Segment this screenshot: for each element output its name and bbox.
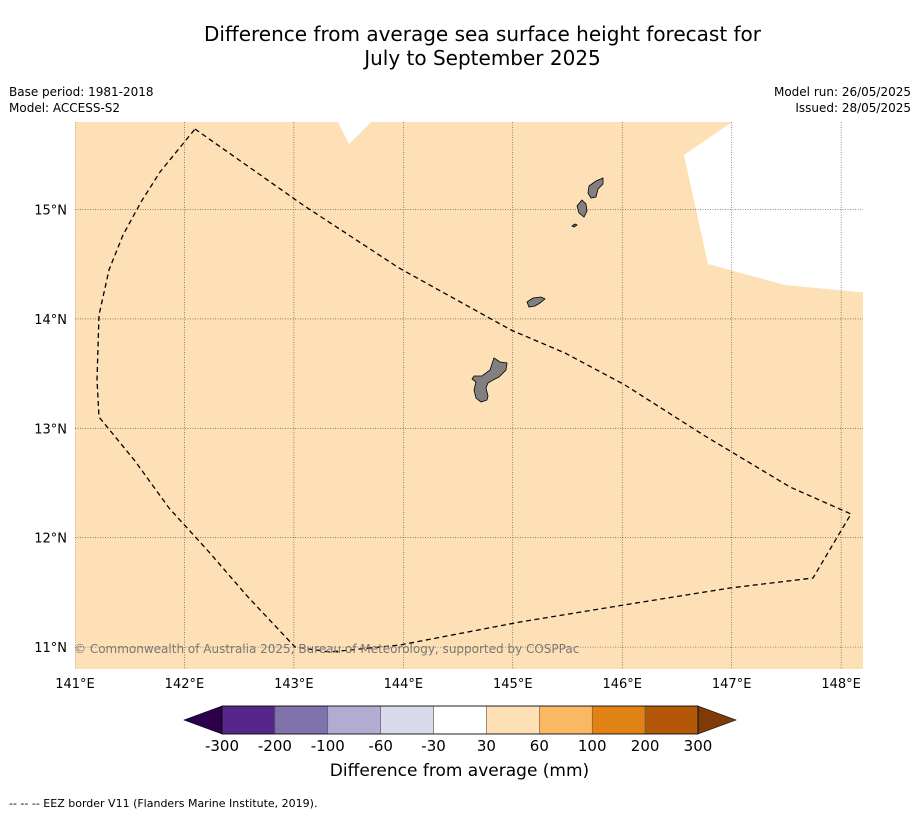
- model-run-text: Model run: 26/05/2025: [773, 85, 911, 99]
- map-area: © Commonwealth of Australia 2025, Bureau…: [74, 122, 863, 669]
- island-rota: [526, 296, 546, 308]
- colorbar-swatch: [433, 705, 487, 735]
- latitude-tick-labels: 11°N 12°N 13°N 14°N 15°N: [34, 204, 67, 657]
- meta-right: Model run: 26/05/2025 Issued: 28/05/2025: [774, 84, 911, 116]
- colorbar-tick-label: -200: [258, 737, 292, 755]
- longitude-tick-label: 147°E: [712, 677, 752, 692]
- colorbar-tick-label: -300: [205, 737, 239, 755]
- longitude-tick-label: 142°E: [165, 677, 205, 692]
- latitude-tick-label: 12°N: [34, 532, 67, 547]
- colorbar-tick-label: 200: [631, 737, 660, 755]
- colorbar-tick-label: -60: [368, 737, 393, 755]
- longitude-tick-labels: 141°E 142°E 143°E 144°E 145°E 146°E 147°E 148°E: [55, 677, 861, 692]
- meta-left: Base period: 1981-2018 Model: ACCESS-S2: [9, 84, 154, 116]
- title-line-1: Difference from average sea surface heig…: [203, 22, 762, 46]
- longitude-tick-label: 141°E: [55, 677, 95, 692]
- issued-text: Issued: 28/05/2025: [795, 101, 911, 115]
- latitude-tick-label: 13°N: [34, 422, 67, 437]
- graticule: [75, 122, 863, 669]
- colorbar-swatch: [486, 705, 540, 735]
- map-title: Difference from average sea surface heig…: [0, 22, 919, 70]
- colorbar-swatch: [380, 705, 434, 735]
- model-text: Model: ACCESS-S2: [9, 101, 121, 115]
- missing-data-area-east: [684, 122, 863, 293]
- copyright-text: © Commonwealth of Australia 2025, Bureau…: [74, 642, 579, 656]
- colorbar-swatch: [221, 705, 276, 735]
- island-saipan: [587, 177, 604, 199]
- eez-border: [96, 128, 852, 653]
- missing-data-area-north: [338, 122, 371, 144]
- colorbar-tick-label: -30: [421, 737, 446, 755]
- colorbar-over-extension: [697, 705, 737, 735]
- colorbar-swatch: [274, 705, 329, 735]
- latitude-tick-label: 11°N: [34, 641, 67, 656]
- longitude-tick-label: 144°E: [384, 677, 424, 692]
- base-period-text: Base period: 1981-2018: [9, 85, 154, 99]
- colorbar-swatch: [327, 705, 381, 735]
- island-aguijan: [571, 223, 578, 228]
- colorbar-under-extension: [183, 705, 223, 735]
- colorbar-tick-labels: -300 -200 -100 -60 -30 30 60 100 200 300: [205, 737, 712, 755]
- colorbar-label: Difference from average (mm): [329, 761, 590, 781]
- colorbar: [183, 705, 737, 735]
- latitude-tick-label: 15°N: [34, 204, 67, 219]
- colorbar-frame: [221, 705, 699, 735]
- island-guam: [471, 357, 508, 403]
- colorbar-swatch: [591, 705, 646, 735]
- longitude-tick-label: 145°E: [493, 677, 533, 692]
- colorbar-swatch: [539, 705, 593, 735]
- longitude-tick-label: 143°E: [274, 677, 314, 692]
- colorbar-tick-label: 30: [477, 737, 496, 755]
- colorbar-swatch: [644, 705, 699, 735]
- longitude-tick-label: 146°E: [602, 677, 642, 692]
- longitude-tick-label: 148°E: [821, 677, 861, 692]
- colorbar-tick-label: -100: [311, 737, 345, 755]
- title-line-2: July to September 2025: [364, 46, 601, 70]
- island-tinian: [576, 199, 588, 218]
- latitude-tick-label: 14°N: [34, 313, 67, 328]
- colorbar-tick-label: 300: [684, 737, 713, 755]
- islands: [471, 177, 604, 403]
- eez-footnote: -- -- -- EEZ border V11 (Flanders Marine…: [9, 797, 318, 810]
- colorbar-tick-label: 60: [530, 737, 549, 755]
- colorbar-tick-label: 100: [578, 737, 607, 755]
